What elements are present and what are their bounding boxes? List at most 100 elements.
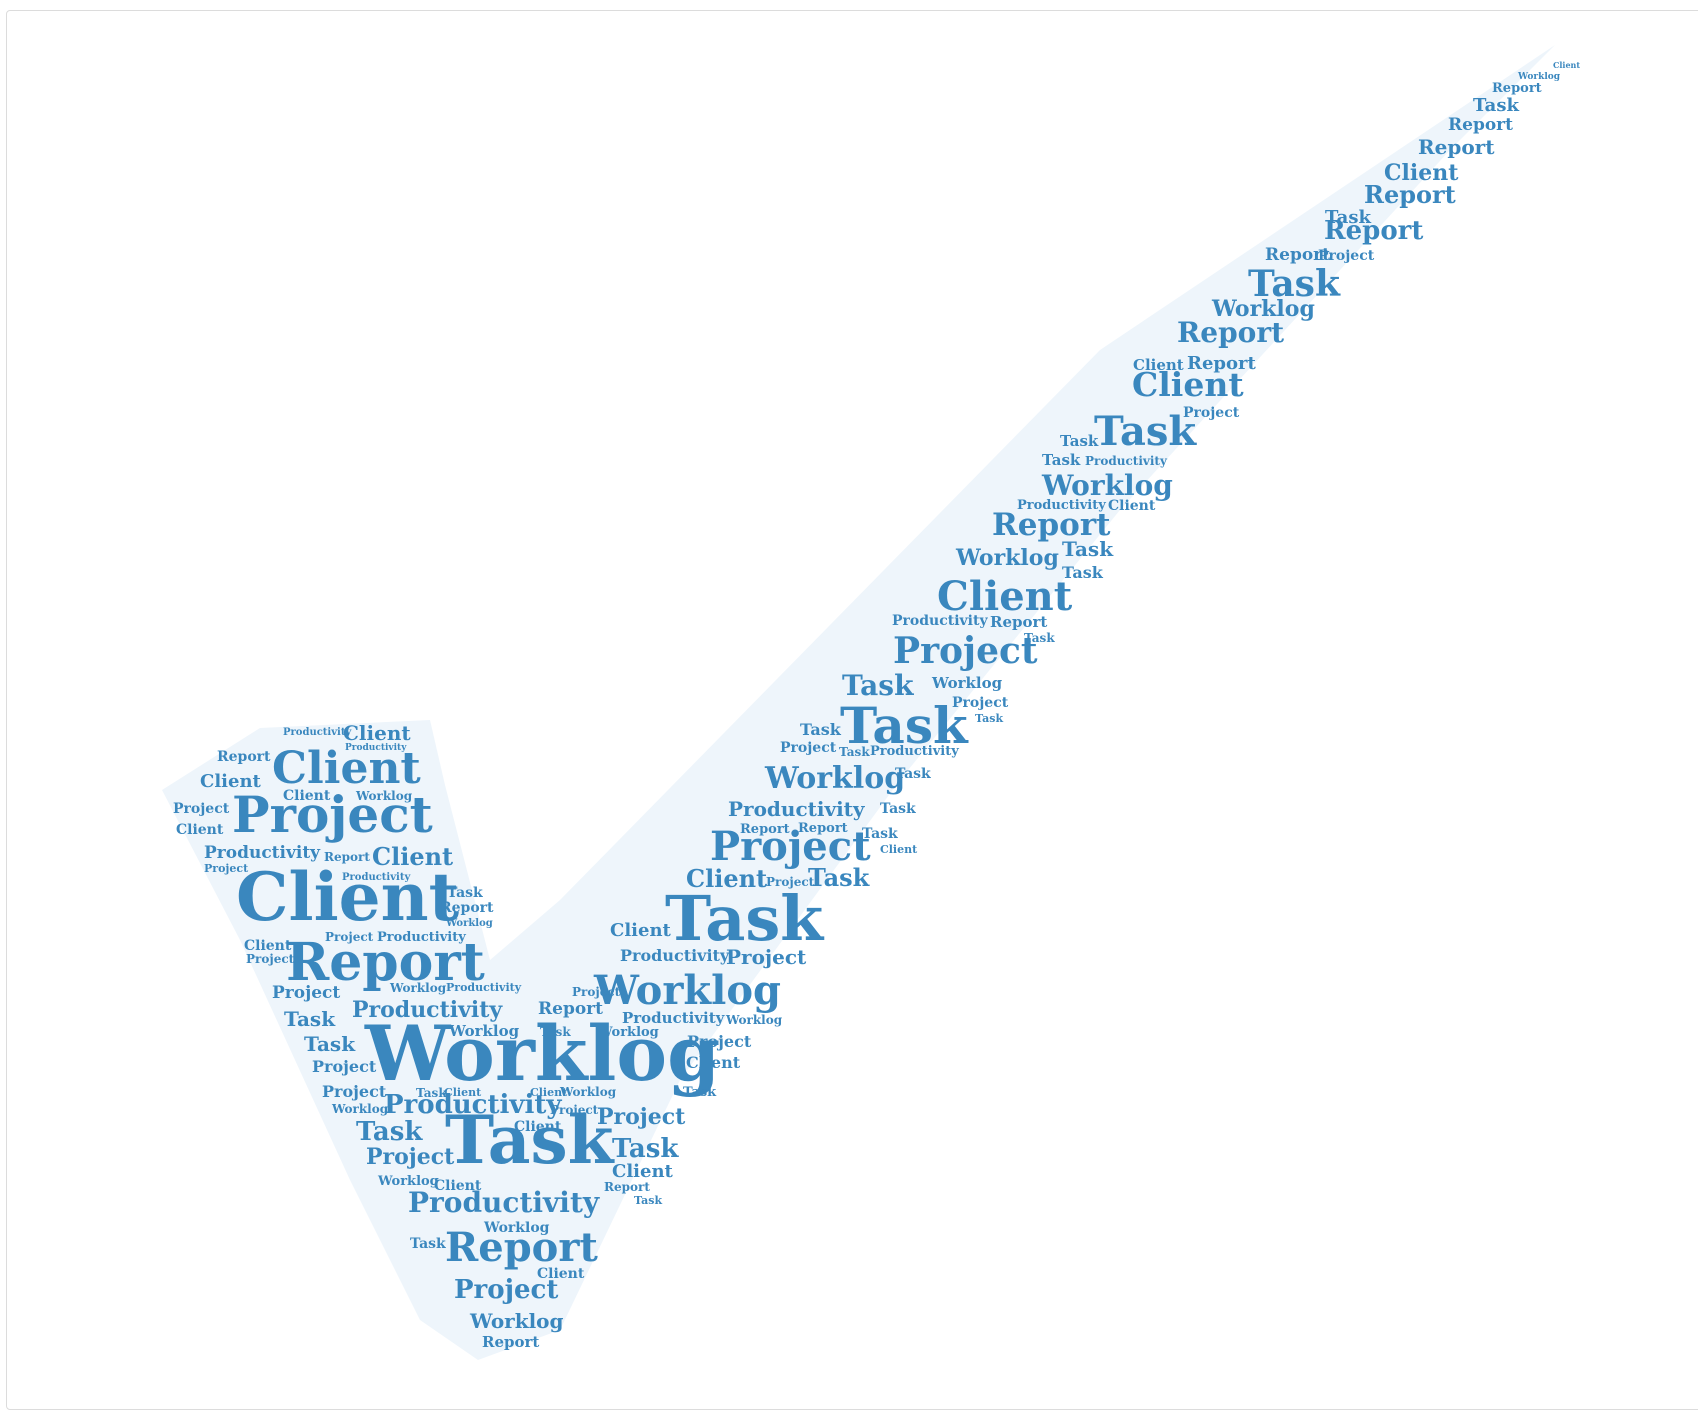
word-task: Task (683, 1085, 717, 1100)
word-client: Client (880, 843, 918, 856)
word-project: Project (366, 1144, 455, 1170)
word-client: Client (372, 842, 453, 871)
word-report: Report (1177, 316, 1284, 349)
word-productivity: Productivity (728, 797, 866, 821)
word-report: Report (1187, 353, 1256, 374)
word-task: Task (1325, 207, 1371, 228)
word-project: Project (325, 930, 374, 944)
word-productivity: Productivity (622, 1009, 726, 1027)
word-client: Client (937, 573, 1073, 620)
word-project: Project (173, 801, 230, 817)
word-client: Client (434, 1178, 482, 1194)
word-productivity: Productivity (446, 981, 522, 994)
word-report: Report (324, 850, 370, 864)
word-worklog: Worklog (1041, 469, 1173, 502)
word-task: Task (665, 882, 825, 955)
word-task: Task (1062, 563, 1104, 582)
word-worklog: Worklog (1517, 72, 1561, 82)
checkmark-shape (162, 45, 1555, 1360)
word-task: Task (895, 766, 931, 782)
word-client: Client (612, 1161, 674, 1182)
word-client: Client (343, 721, 411, 745)
word-task: Task (808, 863, 871, 892)
word-task: Task (634, 1194, 662, 1207)
word-productivity: Productivity (384, 1090, 562, 1120)
word-worklog: Worklog (931, 674, 1003, 692)
word-client: Client (686, 1053, 741, 1072)
word-report: Report (286, 932, 485, 993)
word-project: Project (780, 740, 837, 756)
word-report: Report (482, 1333, 539, 1351)
word-task: Task (304, 1032, 356, 1056)
word-report: Report (217, 749, 271, 765)
word-client: Client (1133, 356, 1184, 374)
word-report: Report (1448, 115, 1513, 135)
word-worklog: Worklog (355, 789, 413, 803)
word-worklog: Worklog (469, 1309, 564, 1333)
word-task: Task (1042, 451, 1081, 469)
word-task: Task (1060, 432, 1099, 450)
word-report: Report (445, 1224, 598, 1271)
word-client: Client (1108, 498, 1156, 514)
word-project: Project (1183, 405, 1240, 421)
word-project: Project (246, 952, 295, 966)
word-project: Project (322, 1082, 387, 1101)
word-report: Report (740, 822, 790, 837)
word-project: Project (766, 875, 815, 889)
word-worklog: Worklog (559, 1085, 617, 1099)
word-client: Client (530, 1086, 568, 1099)
word-worklog: Worklog (389, 981, 447, 995)
word-worklog: Worklog (377, 1174, 439, 1189)
word-client: Client (514, 1119, 562, 1135)
word-client: Client (272, 743, 421, 794)
word-productivity: Productivity (620, 946, 730, 965)
word-task: Task (1094, 408, 1197, 455)
word-task: Task (612, 1134, 679, 1164)
word-report: Report (1265, 245, 1330, 265)
word-task: Task (842, 669, 914, 702)
word-productivity: Productivity (1017, 498, 1106, 513)
word-worklog: Worklog (725, 1013, 783, 1027)
word-productivity: Productivity (283, 727, 352, 738)
word-client: Client (1384, 160, 1459, 186)
word-productivity: Productivity (408, 1186, 600, 1219)
word-group: ClientWorklogReportTaskReportReportClien… (173, 60, 1580, 1351)
word-task: Task (862, 826, 898, 842)
word-worklog: Worklog (445, 918, 493, 929)
word-project: Project (893, 630, 1038, 672)
word-project: Project (272, 983, 340, 1003)
word-client: Client (686, 864, 767, 893)
word-worklog: Worklog (364, 1009, 720, 1098)
word-client: Client (236, 858, 460, 936)
word-project: Project (312, 1057, 377, 1076)
word-project: Project (1318, 248, 1375, 264)
word-project: Project (232, 785, 433, 844)
word-task: Task (416, 1086, 447, 1100)
word-project: Project (454, 1275, 558, 1305)
word-client: Client (1132, 365, 1244, 404)
word-client: Client (537, 1266, 585, 1282)
word-worklog: Worklog (1211, 296, 1315, 322)
word-report: Report (604, 1180, 650, 1194)
word-report: Report (798, 821, 848, 836)
word-project: Project (726, 945, 807, 969)
word-report: Report (992, 507, 1111, 543)
word-task: Task (839, 745, 870, 759)
word-report: Report (1364, 180, 1456, 209)
word-client: Client (244, 938, 292, 954)
word-task: Task (880, 801, 916, 817)
word-worklog: Worklog (448, 1022, 520, 1040)
word-client: Client (176, 822, 224, 838)
word-worklog: Worklog (955, 545, 1059, 571)
word-task: Task (1473, 95, 1519, 116)
word-productivity: Productivity (377, 930, 466, 945)
word-task: Task (1248, 263, 1341, 305)
word-task: Task (284, 1007, 336, 1031)
word-report: Report (440, 900, 494, 916)
word-task: Task (800, 720, 842, 739)
word-task: Task (1024, 631, 1055, 645)
word-project: Project (597, 1104, 686, 1130)
word-productivity: Productivity (352, 997, 503, 1023)
word-report: Report (990, 613, 1047, 631)
word-project: Project (572, 985, 621, 999)
